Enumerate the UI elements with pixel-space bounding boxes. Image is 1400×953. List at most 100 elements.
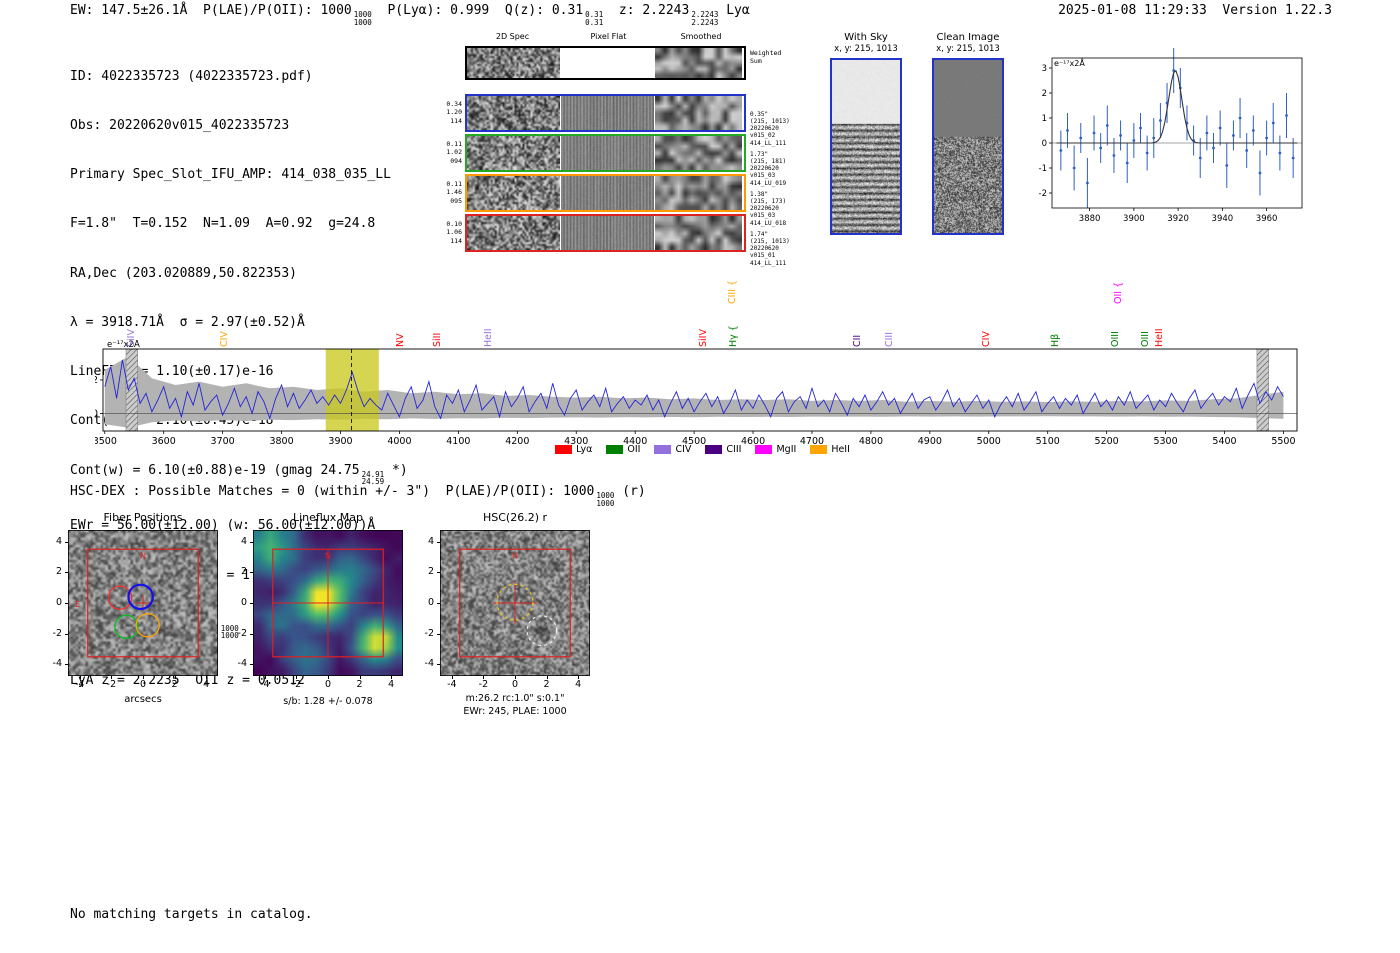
tick-mark <box>296 676 298 679</box>
footer-note: No matching targets in catalog. Row inte… <box>70 876 313 953</box>
summary-ew: EW: 147.5±26.1Å P(LAE)/P(OII): 1000 <box>70 3 352 18</box>
spec2d-row-left-labels: 0.10 1.06 114 <box>446 220 462 245</box>
spec2d-image <box>467 136 560 170</box>
hsc-plae-fraction: 1000 1000 <box>596 491 615 508</box>
tick-label: -2 <box>478 679 489 690</box>
tick-label: 0 <box>240 597 247 608</box>
col-header-2dspec: 2D Spec <box>495 32 530 41</box>
hsc-dex-line: HSC-DEX : Possible Matches = 0 (within +… <box>70 484 646 508</box>
svg-text:0: 0 <box>1042 139 1047 149</box>
spec2d-row-annotations: 1.74" (215, 1013) 20220620 v015_01 414_LL_11… <box>750 230 790 267</box>
svg-text:5400: 5400 <box>1212 436 1236 447</box>
legend-label: CIV <box>675 444 692 455</box>
smoothed-image <box>655 136 742 170</box>
info-redshifts: LyA z = 2.2235 OII z = 0.0512 <box>70 672 305 688</box>
spec2d-image <box>467 216 560 250</box>
tick-label: 2 <box>427 566 434 578</box>
legend-item: CIV <box>654 444 691 455</box>
tick-mark <box>437 603 440 604</box>
svg-text:5200: 5200 <box>1095 436 1119 447</box>
withsky-image-box <box>830 58 902 235</box>
legend-swatch <box>755 445 773 454</box>
legend-item: MgII <box>755 444 796 455</box>
info-obs: Obs: 20220620v015_4022335723 <box>70 118 290 134</box>
tick-label: 2 <box>240 566 247 578</box>
spec2d-row-annotations: 1.38" (215, 173) 20220620 v015_03 414_LU_018 <box>750 190 787 227</box>
spec2d-row <box>465 214 746 252</box>
svg-text:4300: 4300 <box>564 436 588 447</box>
pixel-flat-image <box>561 136 654 170</box>
svg-text:3920: 3920 <box>1167 214 1189 224</box>
info-seeing: F=1.8" T=0.152 N=1.09 A=0.92 g=24.8 <box>70 216 376 232</box>
tick-label: -4 <box>447 679 457 690</box>
svg-text:N: N <box>512 551 518 560</box>
emission-line-label: CIII <box>883 331 895 347</box>
emission-line-label: SiII <box>431 332 443 347</box>
tick-label: 0 <box>427 597 434 608</box>
tick-mark <box>250 664 253 666</box>
info-id: ID: 4022335723 (4022335723.pdf) <box>70 68 313 84</box>
emission-line-label: SiIV <box>125 329 137 347</box>
tick-label: -2 <box>424 627 434 639</box>
spec2d-row-annotations: 1.73" (215, 181) 20220620 v015_03 414_LU_019 <box>750 150 787 187</box>
svg-text:3900: 3900 <box>328 436 352 447</box>
legend-swatch <box>705 445 723 454</box>
tick-label: 4 <box>575 679 582 690</box>
svg-text:E: E <box>75 600 80 609</box>
summary-classification: Lyα <box>718 3 750 18</box>
tick-label: -2 <box>52 627 62 639</box>
emission-line-label: Hγ { <box>728 325 740 347</box>
tick-mark <box>65 603 68 604</box>
summary-line: EW: 147.5±26.1Å P(LAE)/P(OII): 1000 1000 1… <box>70 3 750 26</box>
svg-text:e⁻¹⁷x2Å: e⁻¹⁷x2Å <box>107 340 140 350</box>
legend-swatch <box>606 445 624 454</box>
svg-text:4500: 4500 <box>682 436 706 447</box>
line-fit-inset-svg: -2 -1 0 1 2 3 3880 3900 3920 3940 3960 e⁻¹⁷x2Å <box>1039 48 1303 224</box>
spec2d-row-annotations: 0.35" (215, 1013) 20220620 v015_02 414_LL_11… <box>750 110 790 147</box>
svg-text:3900: 3900 <box>1123 214 1145 224</box>
col-header-pixel-flat: Pixel Flat <box>590 32 627 41</box>
weighted-sum-row <box>465 46 746 80</box>
tick-mark <box>546 676 548 679</box>
fiber-overlay: NE <box>68 530 218 676</box>
svg-text:e⁻¹⁷x2Å: e⁻¹⁷x2Å <box>1054 57 1085 68</box>
tick-label: -4 <box>424 658 434 670</box>
tick-mark <box>515 676 516 679</box>
svg-text:-2: -2 <box>1039 189 1047 199</box>
tick-label: -2 <box>291 679 302 690</box>
tick-label: -2 <box>106 679 117 690</box>
tick-mark <box>483 676 485 679</box>
emission-line-label: HeII <box>1153 328 1165 347</box>
tick-mark <box>437 664 440 666</box>
weighted-blank-cell <box>561 48 654 78</box>
smoothed-image <box>655 176 742 210</box>
svg-text:3500: 3500 <box>95 436 117 447</box>
tick-label: 4 <box>240 535 247 547</box>
tick-mark <box>264 676 266 679</box>
tick-mark <box>250 541 253 543</box>
tick-label: 0 <box>55 597 62 608</box>
tick-mark <box>250 603 253 604</box>
tick-label: 2 <box>55 566 62 578</box>
footer-line-1: No matching targets in catalog. <box>70 907 313 922</box>
spec2d-row <box>465 174 746 212</box>
tick-label: 4 <box>203 679 210 690</box>
spec2d-row-left-labels: 0.11 1.46 095 <box>446 180 462 205</box>
svg-text:4600: 4600 <box>741 436 765 447</box>
info-radec: RA,Dec (203.020889,50.822353) <box>70 265 297 281</box>
tick-mark <box>437 572 440 574</box>
spec2d-image <box>467 96 560 130</box>
tick-label: -4 <box>52 658 62 670</box>
tick-label: -4 <box>75 679 85 690</box>
pixel-flat-image <box>561 96 654 130</box>
clean-title: Clean Image <box>936 32 1000 43</box>
svg-text:N: N <box>140 551 146 560</box>
tick-mark <box>65 664 68 666</box>
legend-label: CIII <box>726 444 742 455</box>
lineflux-title: Lineflux Map <box>292 511 364 524</box>
spec2d-image <box>467 176 560 210</box>
plae-fraction-1: 1000 1000 <box>353 10 372 27</box>
svg-text:-1: -1 <box>1039 164 1047 174</box>
tick-mark <box>250 633 253 635</box>
svg-text:2: 2 <box>1042 89 1047 99</box>
